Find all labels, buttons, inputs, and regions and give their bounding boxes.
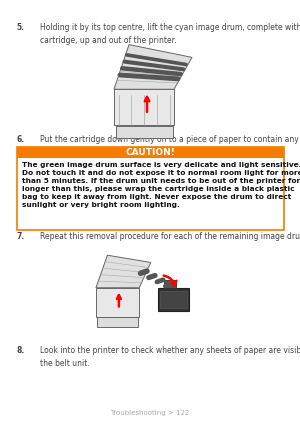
Bar	[114, 89, 174, 125]
Bar	[97, 317, 138, 327]
Bar	[160, 292, 187, 308]
Text: 6.: 6.	[16, 135, 25, 144]
Bar	[96, 288, 139, 317]
Bar	[116, 126, 172, 138]
Bar	[16, 147, 283, 158]
Polygon shape	[96, 255, 151, 288]
Text: CAUTION!: CAUTION!	[125, 147, 175, 157]
Text: Troubleshooting > 122: Troubleshooting > 122	[110, 410, 190, 416]
Text: Put the cartridge down gently on to a piece of paper to contain any toner spilla: Put the cartridge down gently on to a pi…	[40, 135, 300, 144]
Text: Holding it by its top centre, lift the cyan image drum, complete with its toner
: Holding it by its top centre, lift the c…	[40, 23, 300, 45]
Text: 7.: 7.	[16, 232, 25, 241]
Text: 8.: 8.	[16, 346, 25, 355]
Bar	[164, 280, 176, 288]
Text: Repeat this removal procedure for each of the remaining image drum units.: Repeat this removal procedure for each o…	[40, 232, 300, 241]
Text: The green image drum surface is very delicate and light sensitive.
Do not touch : The green image drum surface is very del…	[22, 162, 300, 208]
Polygon shape	[114, 45, 192, 89]
Bar	[158, 288, 189, 311]
Text: Look into the printer to check whether any sheets of paper are visible on any pa: Look into the printer to check whether a…	[40, 346, 300, 368]
Text: 5.: 5.	[16, 23, 25, 32]
Bar	[16, 147, 283, 230]
